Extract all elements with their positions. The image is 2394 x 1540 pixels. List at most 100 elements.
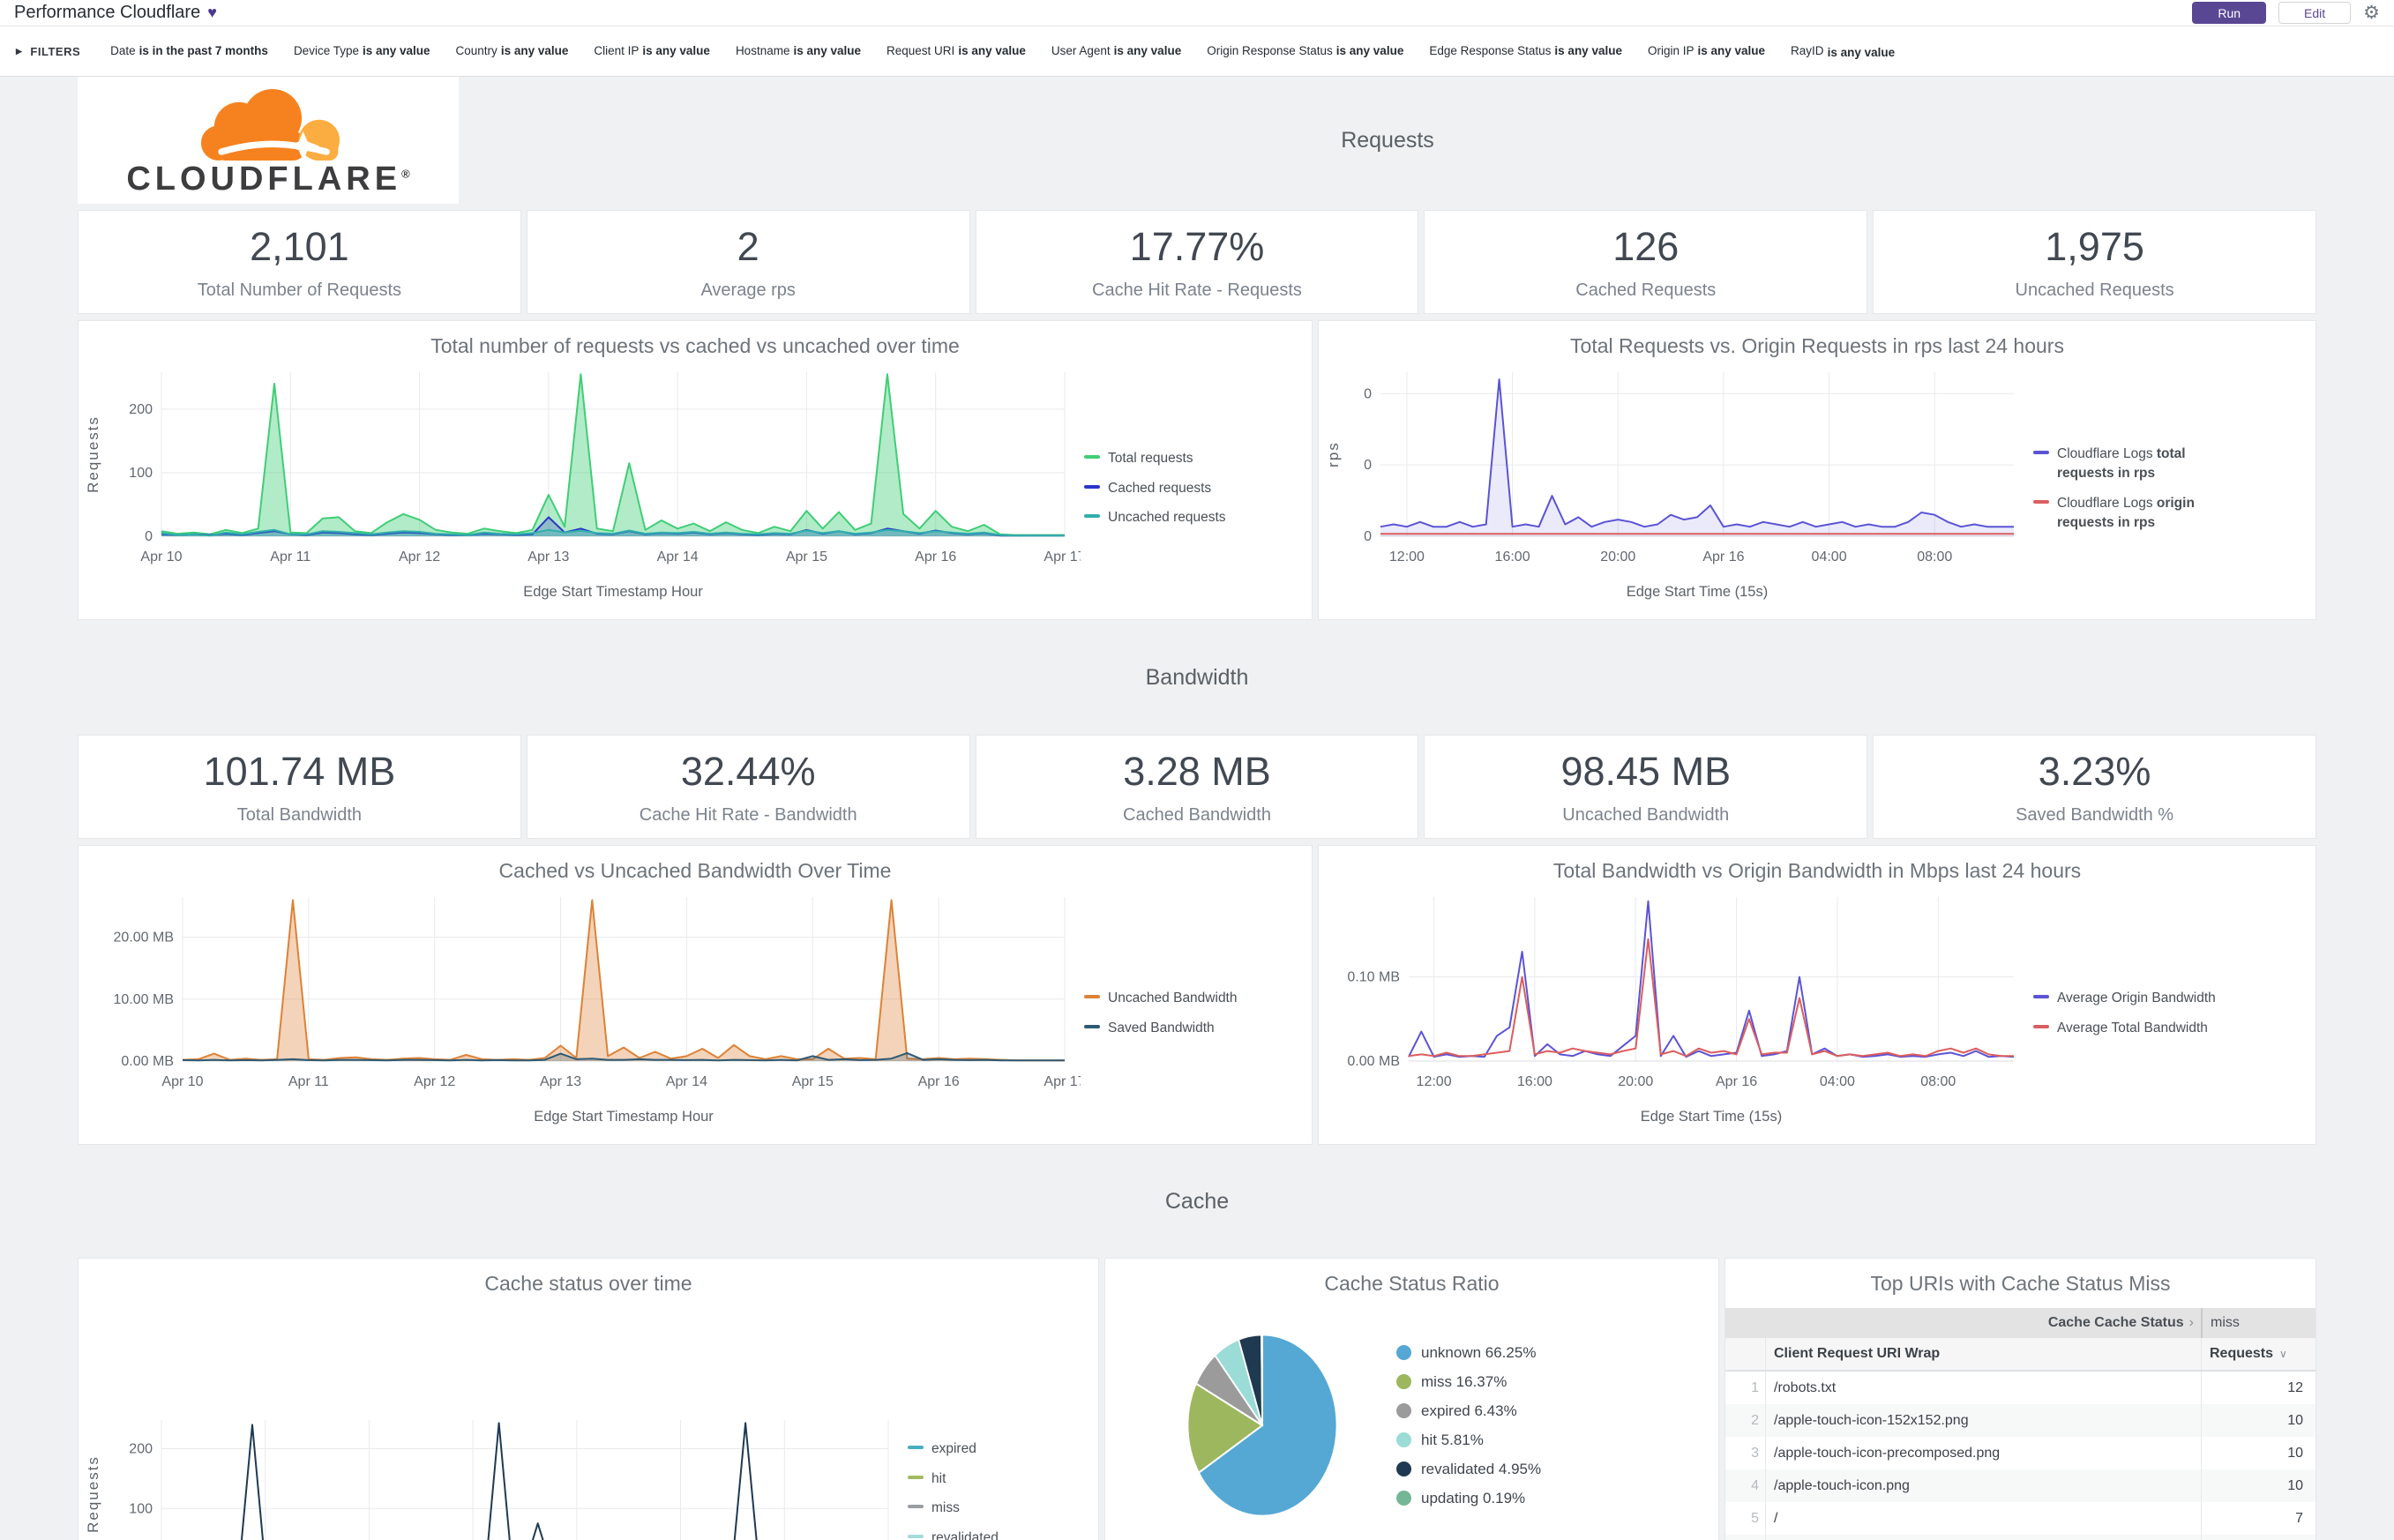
filter-item-edge-response-status[interactable]: Edge Response Status is any value [1429, 44, 1622, 57]
kpi-value: 2,101 [250, 223, 349, 269]
legend-item[interactable]: Uncached Bandwidth [1084, 989, 1238, 1008]
svg-text:Apr 11: Apr 11 [288, 1074, 329, 1089]
pie-legend-item-unknown[interactable]: unknown 66.25% [1396, 1344, 1541, 1362]
pie-slice-unknown[interactable] [1197, 1334, 1338, 1517]
requests_over_time-plot: 0 100 200 Apr 10 Apr 11 Apr 12 Apr 13 Apr 14 Apr… [85, 372, 1081, 600]
pivot-header[interactable]: Cache Cache Status › [2047, 1315, 2194, 1330]
filter-item-hostname[interactable]: Hostname is any value [736, 44, 861, 57]
requests-column-header[interactable]: Requests ∨ [2201, 1338, 2315, 1370]
svg-text:Apr 13: Apr 13 [527, 549, 569, 564]
top-bar-actions: Run Edit ⚙ [2192, 2, 2380, 24]
legend-item[interactable]: miss [908, 1499, 999, 1518]
legend-item[interactable]: hit [908, 1469, 999, 1489]
heart-icon: ♥ [207, 4, 217, 21]
uri-cell[interactable]: /apple-touch-icon-152x152.png [1774, 1412, 1969, 1428]
legend-item[interactable]: Uncached requests [1084, 508, 1226, 527]
legend-dot [1396, 1462, 1411, 1476]
filter-item-date[interactable]: Date is in the past 7 months [110, 44, 268, 57]
bandwidth-kpi-tile-4: 3.23% Saved Bandwidth % [1873, 735, 2316, 839]
legend-item[interactable]: Cloudflare Logs total requests in rps [2033, 445, 2229, 484]
filter-field: Edge Response Status [1429, 44, 1552, 57]
svg-text:0: 0 [1364, 458, 1372, 473]
cache-status-pie [1186, 1334, 1338, 1517]
row-number: 1 [1725, 1372, 1766, 1404]
legend-label: Cloudflare Logs total requests in rps [2057, 445, 2186, 482]
legend-chip [2033, 995, 2049, 999]
legend-item[interactable]: expired [908, 1439, 999, 1459]
uri-cell[interactable]: /robots.txt [1774, 1379, 1837, 1395]
svg-text:Apr 16: Apr 16 [915, 549, 956, 564]
legend-item[interactable]: Saved Bandwidth [1084, 1019, 1238, 1038]
uri-column-header[interactable]: Client Request URI Wrap [1774, 1346, 1941, 1361]
filter-item-origin-ip[interactable]: Origin IP is any value [1648, 44, 1765, 57]
legend-item[interactable]: Cloudflare Logs origin requests in rps [2033, 494, 2229, 534]
legend-item[interactable]: revalidated [908, 1529, 999, 1540]
legend-dot [1396, 1374, 1411, 1389]
filter-field: RayID [1791, 44, 1824, 57]
edit-button[interactable]: Edit [2278, 2, 2352, 24]
pie-legend-item-miss[interactable]: miss 16.37% [1396, 1373, 1541, 1391]
section-title-bandwidth: Bandwidth [1145, 664, 1249, 690]
kpi-value: 126 [1612, 223, 1680, 269]
uri-cell[interactable]: /apple-touch-icon.png [1774, 1477, 1910, 1493]
page-title: Performance Cloudflare [14, 3, 201, 22]
pie-legend-item-hit[interactable]: hit 5.81% [1396, 1432, 1541, 1449]
pie-slice-miss[interactable] [1186, 1382, 1264, 1475]
filter-condition: is any value [1554, 44, 1622, 57]
filter-item-origin-response-status[interactable]: Origin Response Status is any value [1207, 44, 1403, 57]
row-number: 2 [1725, 1404, 1766, 1437]
pie-legend-item-expired[interactable]: expired 6.43% [1396, 1402, 1541, 1420]
legend-item[interactable]: Cached requests [1084, 479, 1226, 498]
svg-text:Apr 10: Apr 10 [140, 549, 182, 564]
filter-item-request-uri[interactable]: Request URI is any value [887, 44, 1026, 57]
svg-text:08:00: 08:00 [1917, 549, 1952, 564]
kpi-label: Cached Requests [1575, 280, 1717, 300]
filter-field: Client IP [594, 44, 640, 57]
pie-legend-item-updating[interactable]: updating 0.19% [1396, 1490, 1541, 1507]
uri-cell[interactable]: /apple-touch-icon-precomposed.png [1774, 1445, 2001, 1461]
svg-text:200: 200 [129, 402, 153, 417]
cache_status_over_time-legend: expiredhitmissrevalidatedunknownupdating [908, 1439, 999, 1540]
pie-slice-updating[interactable] [1261, 1334, 1263, 1426]
legend-item[interactable]: Average Origin Bandwidth [2033, 989, 2216, 1008]
filter-item-rayid[interactable]: RayID is any value [1791, 44, 1896, 59]
gear-icon[interactable]: ⚙ [2363, 3, 2380, 23]
bandwidth-kpi-tile-0: 101.74 MB Total Bandwidth [78, 735, 521, 839]
svg-text:Apr 12: Apr 12 [414, 1074, 455, 1089]
filters-toggle[interactable]: ▶ FILTERS [16, 45, 80, 58]
svg-text:20.00 MB: 20.00 MB [114, 931, 174, 946]
legend-chip [1084, 455, 1100, 460]
legend-item[interactable]: Total requests [1084, 449, 1226, 468]
table-row: 2/apple-touch-icon-152x152.png 10 [1725, 1404, 2315, 1437]
filter-condition: is any value [1827, 46, 1896, 59]
svg-text:Apr 12: Apr 12 [399, 549, 440, 564]
top-uris-table-card: Top URIs with Cache Status Miss Cache Ca… [1724, 1258, 2316, 1540]
legend-item[interactable]: Average Total Bandwidth [2033, 1019, 2216, 1038]
legend-chip [1084, 1024, 1100, 1028]
run-button[interactable]: Run [2192, 2, 2267, 24]
svg-text:Edge Start Time (15s): Edge Start Time (15s) [1627, 584, 1768, 600]
legend-label: Saved Bandwidth [1108, 1020, 1215, 1035]
chart-requests-over-time: Total number of requests vs cached vs un… [78, 320, 1313, 620]
legend-chip [908, 1534, 924, 1538]
svg-text:0: 0 [1364, 529, 1372, 544]
svg-text:Apr 16: Apr 16 [918, 1074, 960, 1089]
requests-kpi-tile-4: 1,975 Uncached Requests [1873, 210, 2316, 314]
requests-cell: 7 [2201, 1535, 2315, 1540]
svg-text:08:00: 08:00 [1920, 1074, 1956, 1089]
filters-label: FILTERS [30, 44, 81, 58]
requests-kpi-tile-0: 2,101 Total Number of Requests [78, 210, 521, 314]
filter-item-client-ip[interactable]: Client IP is any value [594, 44, 710, 57]
filter-item-device-type[interactable]: Device Type is any value [294, 44, 430, 57]
requests-cell: 7 [2201, 1502, 2315, 1535]
pie-legend-item-revalidated[interactable]: revalidated 4.95% [1396, 1461, 1541, 1478]
cloudflare-cloud-icon [200, 88, 340, 161]
filter-item-user-agent[interactable]: User Agent is any value [1051, 44, 1181, 57]
svg-text:0.10 MB: 0.10 MB [1347, 970, 1400, 985]
filter-item-country[interactable]: Country is any value [456, 44, 569, 57]
legend-label: Cached requests [1108, 480, 1212, 496]
filter-condition: is any value [1697, 44, 1766, 57]
uri-cell[interactable]: / [1774, 1510, 1778, 1526]
pie-body: unknown 66.25% miss 16.37% expired 6.43% hi… [1105, 1331, 1718, 1520]
svg-text:Requests: Requests [85, 1455, 101, 1533]
